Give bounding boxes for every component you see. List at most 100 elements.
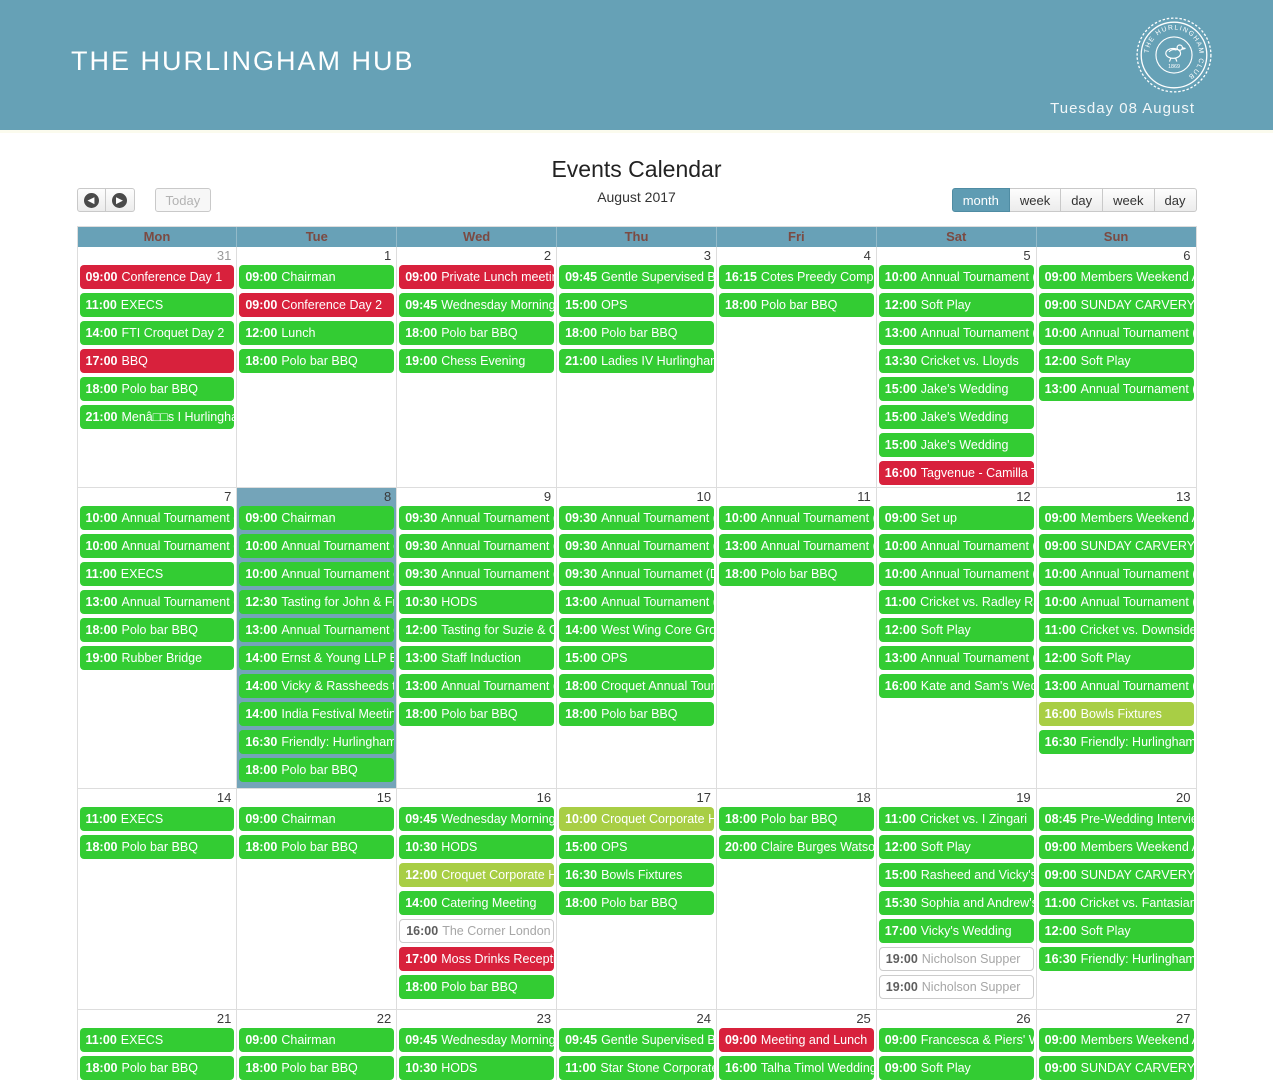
event-item[interactable]: 15:00 Jake's Wedding [878,433,1034,457]
event-item[interactable]: 16:15 Cotes Preedy Compet [718,265,874,289]
event-item[interactable]: 18:00 Polo bar BBQ [399,702,555,726]
event-item[interactable]: 15:00 OPS [559,293,714,317]
event-item[interactable]: 10:30 HODS [399,835,555,859]
event-item[interactable]: 17:00 BBQ [79,349,235,373]
event-item[interactable]: 17:00 Vicky's Wedding [878,919,1034,943]
event-item[interactable]: 09:00 Set up [878,506,1034,530]
event-item[interactable]: 19:00 Nicholson Supper [878,975,1034,999]
day-cell-8[interactable]: 8 09:00 Chairman 10:00 Annual Tournament (D 1… [236,488,397,788]
event-item[interactable]: 19:00 Rubber Bridge [79,646,235,670]
event-item[interactable]: 13:00 Annual Tournament (D [79,590,235,614]
day-cell-10[interactable]: 10 09:30 Annual Tournament (D 09:30 Annual T… [556,488,716,788]
day-cell-14[interactable]: 14 11:00 EXECS 18:00 Polo bar BBQ [77,789,237,1009]
day-cell-15[interactable]: 15 09:00 Chairman 18:00 Polo bar BBQ [236,789,397,1009]
view-button-day-4[interactable]: day [1154,188,1197,212]
event-item[interactable]: 18:00 Polo bar BBQ [239,835,395,859]
event-item[interactable]: 14:00 West Wing Core Grou [559,618,714,642]
event-item[interactable]: 18:00 Polo bar BBQ [79,835,235,859]
event-item[interactable]: 11:00 EXECS [79,807,235,831]
event-item[interactable]: 13:30 Cricket vs. Lloyds [878,349,1034,373]
event-item[interactable]: 18:00 Polo bar BBQ [718,562,874,586]
view-button-week-1[interactable]: week [1009,188,1062,212]
event-item[interactable]: 18:00 Polo bar BBQ [79,377,235,401]
event-item[interactable]: 12:00 Lunch [239,321,395,345]
day-cell-31[interactable]: 31 09:00 Conference Day 1 11:00 EXECS 14:00 FT… [77,247,237,487]
event-item[interactable]: 18:00 Polo bar BBQ [79,1056,235,1080]
event-item[interactable]: 09:00 SUNDAY CARVERY [1038,863,1194,887]
event-item[interactable]: 09:30 Annual Tournament (D [559,506,714,530]
event-item[interactable]: 11:00 EXECS [79,562,235,586]
event-item[interactable]: 09:30 Annual Tournament (D [399,534,555,558]
event-item[interactable]: 10:00 Annual Tournament (D [878,534,1034,558]
event-item[interactable]: 18:00 Polo bar BBQ [239,1056,395,1080]
event-item[interactable]: 15:00 OPS [559,835,714,859]
event-item[interactable]: 09:00 Meeting and Lunch [718,1028,874,1052]
event-item[interactable]: 10:00 Annual Tournament (D [239,534,395,558]
event-item[interactable]: 09:00 Chairman [239,506,395,530]
event-item[interactable]: 09:00 Soft Play [878,1056,1034,1080]
event-item[interactable]: 14:00 FTI Croquet Day 2 [79,321,235,345]
event-item[interactable]: 10:00 Annual Tournament (D [1038,562,1194,586]
next-button[interactable]: ▶ [105,188,135,212]
event-item[interactable]: 10:00 Annual Tournament (D [878,265,1034,289]
event-item[interactable]: 18:00 Polo bar BBQ [559,321,714,345]
event-item[interactable]: 11:00 EXECS [79,293,235,317]
day-cell-25[interactable]: 25 09:00 Meeting and Lunch 16:00 Talha Timol… [715,1010,876,1080]
event-item[interactable]: 18:00 Polo bar BBQ [559,702,714,726]
event-item[interactable]: 12:00 Croquet Corporate Hi [399,863,555,887]
event-item[interactable]: 09:00 Members Weekend Ar [1038,835,1194,859]
event-item[interactable]: 12:00 Soft Play [1038,919,1194,943]
event-item[interactable]: 13:00 Annual Tournament (D [878,321,1034,345]
event-item[interactable]: 16:30 Bowls Fixtures [559,863,714,887]
event-item[interactable]: 10:00 Annual Tournament (D [1038,321,1194,345]
event-item[interactable]: 16:30 Friendly: Hurlingham v [1038,947,1194,971]
event-item[interactable]: 10:30 HODS [399,1056,555,1080]
event-item[interactable]: 10:00 Annual Tournament (D [1038,590,1194,614]
event-item[interactable]: 11:00 EXECS [79,1028,235,1052]
day-cell-11[interactable]: 11 10:00 Annual Tournament (D 13:00 Annual T… [715,488,876,788]
event-item[interactable]: 13:00 Annual Tournament (D [1038,377,1194,401]
event-item[interactable]: 12:00 Soft Play [878,618,1034,642]
event-item[interactable]: 13:00 Annual Tournament (D [878,646,1034,670]
event-item[interactable]: 12:00 Soft Play [878,835,1034,859]
event-item[interactable]: 19:00 Nicholson Supper [878,947,1034,971]
event-item[interactable]: 10:00 Annual Tournament (D [79,534,235,558]
event-item[interactable]: 18:00 Polo bar BBQ [718,807,874,831]
day-cell-6[interactable]: 6 09:00 Members Weekend Ar 09:00 SUNDAY CARV… [1035,247,1196,487]
event-item[interactable]: 09:30 Annual Tournamet (Da [559,562,714,586]
event-item[interactable]: 16:00 Bowls Fixtures [1038,702,1194,726]
event-item[interactable]: 09:30 Annual Tournament (D [399,506,555,530]
event-item[interactable]: 18:00 Polo bar BBQ [239,349,395,373]
event-item[interactable]: 18:00 Polo bar BBQ [79,618,235,642]
day-cell-27[interactable]: 27 09:00 Members Weekend Ar 09:00 SUNDAY CAR… [1035,1010,1196,1080]
event-item[interactable]: 12:00 Soft Play [1038,349,1194,373]
event-item[interactable]: 09:00 SUNDAY CARVERY [1038,534,1194,558]
event-item[interactable]: 14:00 Catering Meeting [399,891,555,915]
event-item[interactable]: 10:00 Annual Tournament (D [878,562,1034,586]
event-item[interactable]: 18:00 Polo bar BBQ [239,758,395,782]
day-cell-17[interactable]: 17 10:00 Croquet Corporate Hi 15:00 OPS 16:30… [556,789,716,1009]
event-item[interactable]: 18:00 Polo bar BBQ [399,321,555,345]
view-button-month-0[interactable]: month [951,188,1010,212]
event-item[interactable]: 11:00 Cricket vs. Fantasians [1038,891,1194,915]
day-cell-7[interactable]: 7 10:00 Annual Tournament (D 10:00 Annual To… [77,488,237,788]
event-item[interactable]: 13:00 Staff Induction [399,646,555,670]
day-cell-9[interactable]: 9 09:30 Annual Tournament (D 09:30 Annual To… [396,488,557,788]
event-item[interactable]: 20:00 Claire Burges Watson [718,835,874,859]
